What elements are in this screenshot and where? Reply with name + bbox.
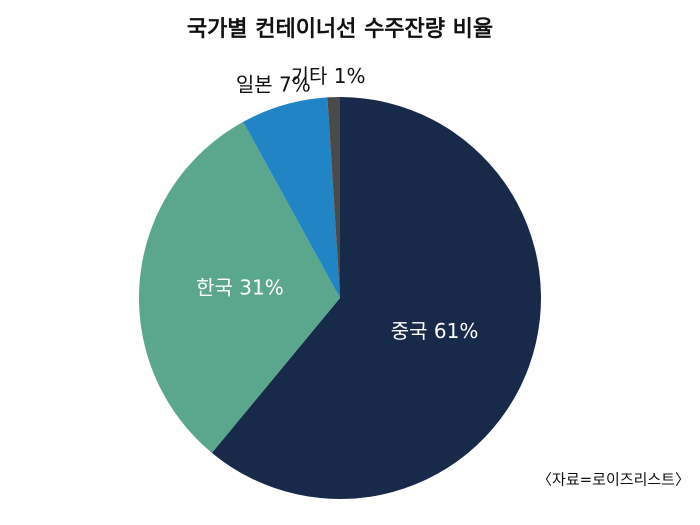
pie-slice	[211, 97, 541, 500]
data-label: 중국 61%	[391, 319, 479, 343]
data-label: 기타 1%	[291, 64, 366, 88]
category-name: 한국	[196, 275, 233, 299]
pie-slice	[327, 97, 340, 298]
chart-title: 국가별 컨테이너선 수주잔량 비율	[187, 17, 493, 42]
data-label: 한국 31%	[196, 275, 284, 299]
value-label: 61%	[434, 319, 478, 343]
data-label: 일본 7%	[236, 72, 311, 96]
value-label: 7%	[279, 72, 311, 96]
category-name: 기타	[291, 64, 328, 88]
value-label: 1%	[334, 64, 366, 88]
pie-slice	[138, 121, 340, 453]
category-name: 중국	[391, 319, 428, 343]
value-label: 31%	[239, 275, 283, 299]
category-name: 일본	[236, 72, 273, 96]
pie-slice	[243, 97, 340, 298]
source-note: 〈자료=로이즈리스트〉	[537, 471, 690, 489]
